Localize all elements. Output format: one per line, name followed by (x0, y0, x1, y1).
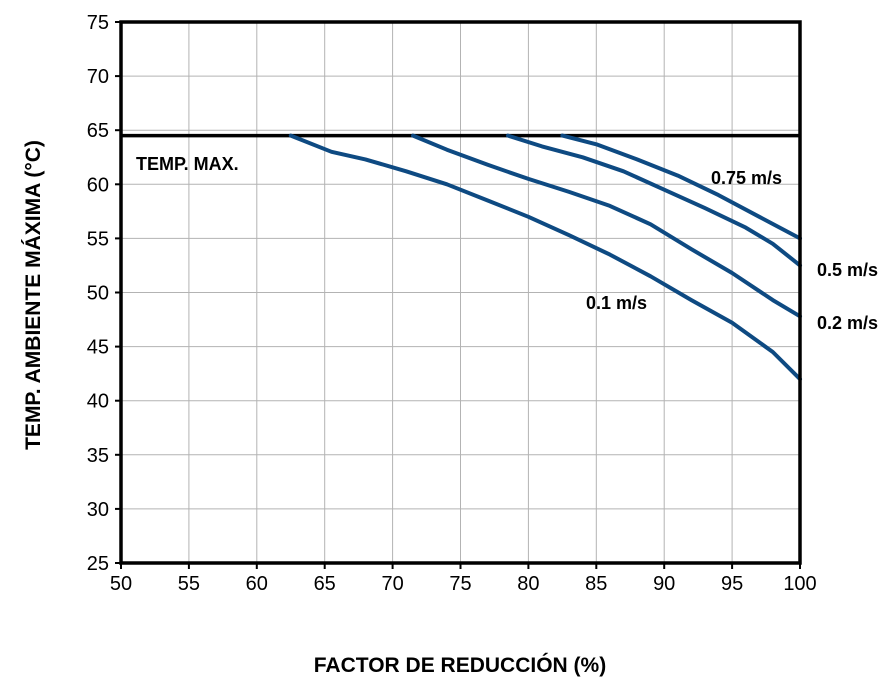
y-tick-label: 35 (87, 445, 109, 467)
series-lines (288, 133, 802, 382)
y-tick-label: 40 (87, 391, 109, 413)
annotation-label: 0.2 m/s (817, 313, 878, 333)
y-tick-label: 50 (87, 283, 109, 305)
x-axis-title: FACTOR DE REDUCCIÓN (%) (314, 653, 606, 677)
y-axis-title: TEMP. AMBIENTE MÁXIMA (°C) (22, 140, 45, 450)
series-line-2 (506, 133, 802, 268)
x-tick-label: 75 (449, 573, 471, 595)
y-tick-label: 45 (87, 337, 109, 359)
x-tick-label: 55 (178, 573, 200, 595)
plot-frame (115, 20, 802, 569)
annotation-label: TEMP. MAX. (136, 154, 239, 174)
series-line-1 (411, 133, 802, 319)
y-tick-labels: 25 30 35 40 45 50 55 60 65 70 75 (87, 12, 109, 575)
x-tick-label: 60 (246, 573, 268, 595)
annotations: TEMP. MAX. 0.75 m/s 0.5 m/s 0.2 m/s 0.1 m/s (136, 154, 878, 333)
x-tick-labels: 50 55 60 65 70 75 80 85 90 95 100 (110, 573, 817, 595)
x-tick-label: 80 (517, 573, 539, 595)
y-tick-label: 65 (87, 120, 109, 142)
x-tick-label: 100 (783, 573, 816, 595)
y-tick-label: 55 (87, 228, 109, 250)
y-tick-label: 60 (87, 174, 109, 196)
y-tick-label: 70 (87, 66, 109, 88)
x-tick-label: 95 (721, 573, 743, 595)
series-line-3 (560, 133, 802, 241)
y-tick-label: 30 (87, 499, 109, 521)
annotation-label: 0.75 m/s (711, 168, 782, 188)
y-tick-label: 25 (87, 553, 109, 575)
y-tick-label: 75 (87, 12, 109, 34)
annotation-label: 0.5 m/s (817, 260, 878, 280)
x-tick-label: 50 (110, 573, 132, 595)
x-tick-label: 90 (653, 573, 675, 595)
x-tick-label: 70 (381, 573, 403, 595)
annotation-label: 0.1 m/s (586, 293, 647, 313)
x-tick-label: 65 (314, 573, 336, 595)
grid-lines (120, 21, 801, 564)
x-tick-label: 85 (585, 573, 607, 595)
series-line-0 (288, 133, 802, 382)
